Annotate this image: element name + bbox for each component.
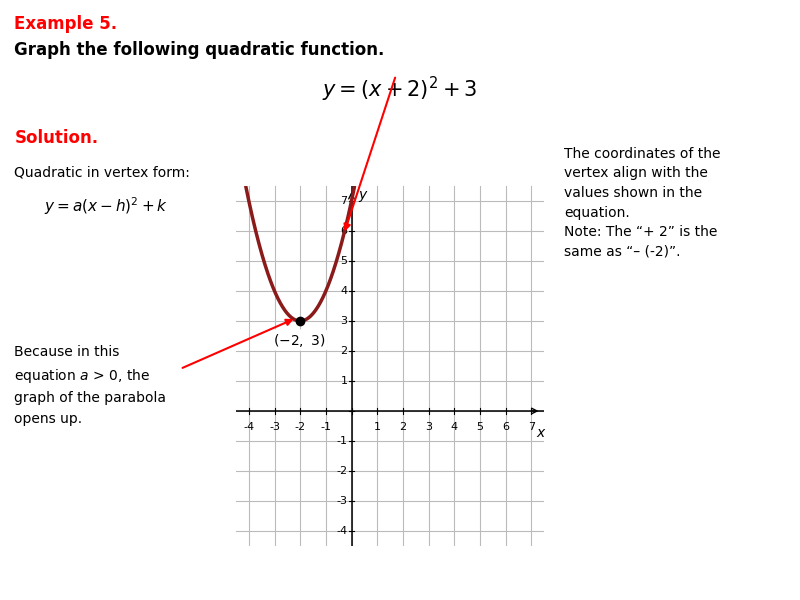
- Text: Because in this
equation $a$ > 0, the
graph of the parabola
opens up.: Because in this equation $a$ > 0, the gr…: [14, 345, 166, 426]
- Text: -1: -1: [320, 421, 331, 431]
- Text: 3: 3: [425, 421, 432, 431]
- Text: -3: -3: [269, 421, 280, 431]
- Text: 4: 4: [341, 286, 348, 296]
- Text: -1: -1: [337, 436, 348, 446]
- Text: 7: 7: [341, 196, 348, 206]
- Text: -2: -2: [294, 421, 306, 431]
- Text: $y = a(x - h)^2 + k$: $y = a(x - h)^2 + k$: [44, 195, 168, 217]
- Text: 2: 2: [341, 346, 348, 356]
- Text: 2: 2: [399, 421, 406, 431]
- Text: 5: 5: [341, 256, 348, 266]
- Text: -3: -3: [337, 496, 348, 506]
- Text: Quadratic in vertex form:: Quadratic in vertex form:: [14, 165, 190, 179]
- Text: The coordinates of the
vertex align with the
values shown in the
equation.
Note:: The coordinates of the vertex align with…: [564, 147, 721, 259]
- Text: $y = (x+2)^2+3$: $y = (x+2)^2+3$: [322, 75, 478, 104]
- Text: 4: 4: [450, 421, 458, 431]
- Text: 6: 6: [502, 421, 509, 431]
- Text: $(-2,\ 3)$: $(-2,\ 3)$: [273, 331, 325, 349]
- Text: $y$: $y$: [358, 189, 369, 204]
- Text: 6: 6: [341, 226, 348, 236]
- Text: 1: 1: [341, 376, 348, 386]
- Text: $x$: $x$: [536, 426, 546, 440]
- Text: Example 5.: Example 5.: [14, 15, 118, 33]
- Text: -4: -4: [243, 421, 254, 431]
- Text: Solution.: Solution.: [14, 129, 98, 147]
- Text: 1: 1: [374, 421, 381, 431]
- Text: -2: -2: [337, 466, 348, 476]
- Text: 3: 3: [341, 316, 348, 326]
- Text: Graph the following quadratic function.: Graph the following quadratic function.: [14, 41, 385, 59]
- Text: -4: -4: [337, 526, 348, 536]
- Text: 5: 5: [476, 421, 483, 431]
- Text: 7: 7: [528, 421, 534, 431]
